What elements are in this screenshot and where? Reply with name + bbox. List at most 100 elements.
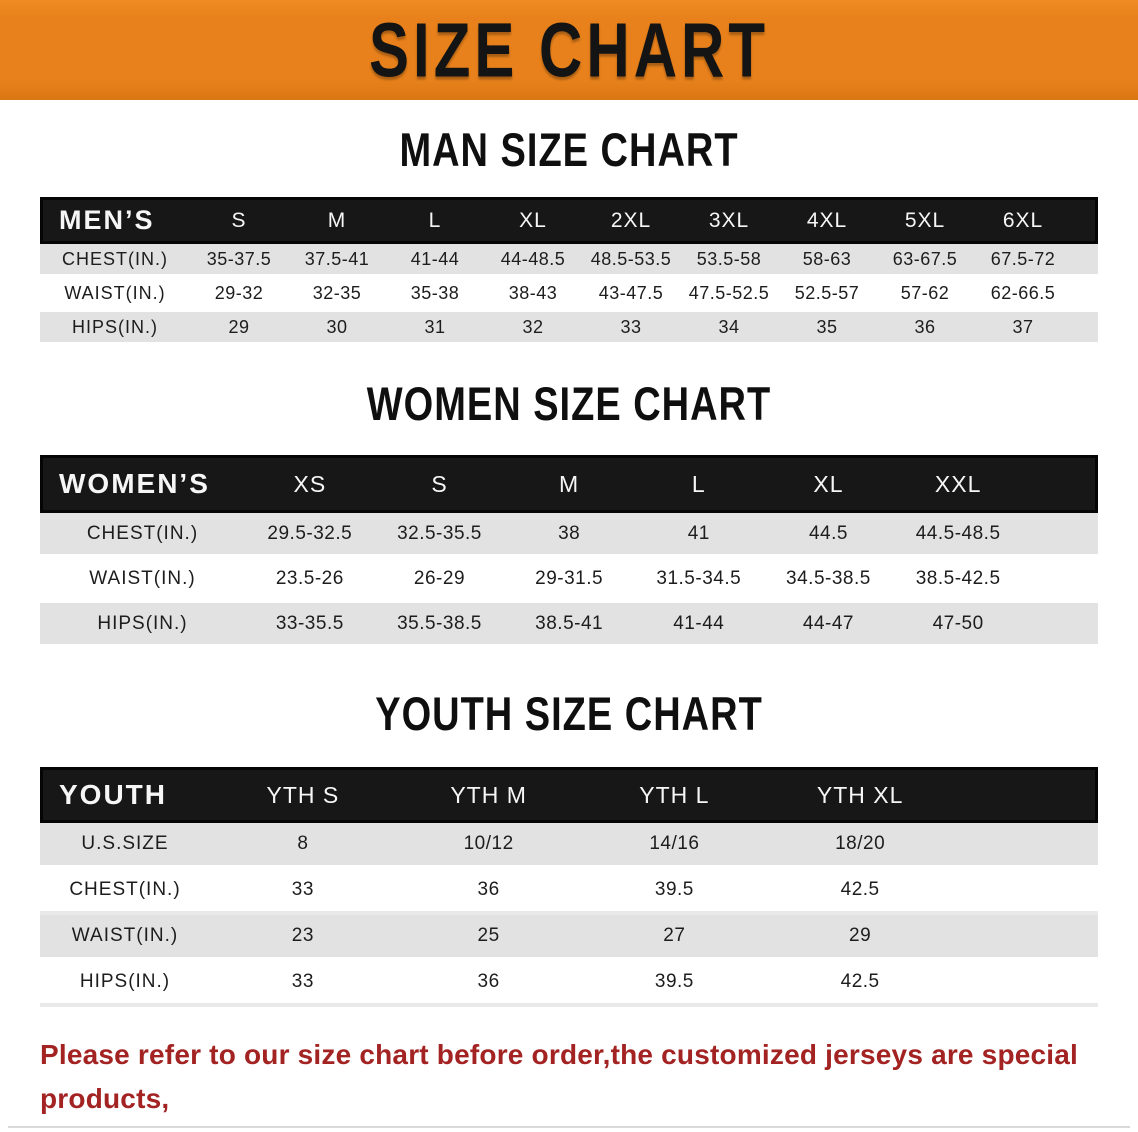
bottom-divider (8, 1126, 1130, 1128)
size-value-cell: 30 (288, 312, 386, 346)
size-value-cell: 47.5-52.5 (680, 278, 778, 312)
size-value-cell: 29 (767, 915, 953, 961)
size-value-cell: 29-32 (190, 278, 288, 312)
youth-section-heading: YOUTH SIZE CHART (375, 688, 763, 742)
size-value-cell: 29-31.5 (504, 558, 634, 603)
row-spacer-cell (1072, 244, 1098, 278)
youth-size-chart-section: YOUTH SIZE CHART YOUTH YTH S YTH M YTH L YTH… (0, 648, 1138, 1007)
size-value-cell: 35 (778, 312, 876, 346)
size-value-cell: 44.5-48.5 (893, 513, 1023, 558)
measurement-label: HIPS(IN.) (40, 603, 245, 648)
size-value-cell: 36 (876, 312, 974, 346)
size-value-cell: 32-35 (288, 278, 386, 312)
size-value-cell: 31 (386, 312, 484, 346)
size-column-header: 6XL (974, 197, 1072, 244)
size-column-header: 4XL (778, 197, 876, 244)
size-column-header: YTH L (581, 767, 768, 823)
size-column-header: S (374, 455, 505, 513)
size-value-cell: 14/16 (581, 823, 768, 869)
size-table-header-row: WOMEN’S XS S M L XL XXL (40, 455, 1098, 513)
size-column-header: L (386, 197, 484, 244)
size-value-cell: 33 (210, 961, 396, 1007)
size-value-cell: 23 (210, 915, 396, 961)
size-value-cell: 58-63 (778, 244, 876, 278)
size-value-cell: 33 (210, 869, 396, 915)
size-value-cell: 41-44 (633, 603, 764, 648)
banner: SIZE CHART (0, 0, 1138, 100)
size-table-header-row: MEN’S S M L XL 2XL 3XL 4XL 5XL 6XL (40, 197, 1098, 244)
size-value-cell: 36 (395, 869, 582, 915)
size-value-cell: 32.5-35.5 (374, 513, 505, 558)
measurement-row: HIPS(IN.) 29 30 31 32 33 34 35 36 37 (40, 312, 1098, 346)
size-value-cell: 18/20 (767, 823, 953, 869)
size-value-cell: 67.5-72 (974, 244, 1072, 278)
size-value-cell: 52.5-57 (778, 278, 876, 312)
size-column-header: 3XL (680, 197, 778, 244)
size-value-cell: 53.5-58 (680, 244, 778, 278)
measurement-row: HIPS(IN.) 33 36 39.5 42.5 (40, 961, 1098, 1007)
size-value-cell: 33 (582, 312, 680, 346)
size-value-cell: 47-50 (893, 603, 1023, 648)
table-category-label: YOUTH (40, 767, 210, 823)
row-spacer-cell (1023, 513, 1098, 558)
women-size-table-container: WOMEN’S XS S M L XL XXL CHEST(IN.) 29.5-32.5 32.5… (0, 455, 1138, 648)
size-value-cell: 34 (680, 312, 778, 346)
size-value-cell: 43-47.5 (582, 278, 680, 312)
size-value-cell: 39.5 (581, 961, 768, 1007)
size-column-header: S (190, 197, 288, 244)
size-column-header: XL (484, 197, 582, 244)
size-column-header: XXL (893, 455, 1023, 513)
footnote: Please refer to our size chart before or… (40, 1033, 1098, 1132)
header-spacer-cell (1072, 197, 1098, 244)
size-column-header: YTH M (395, 767, 582, 823)
row-spacer-cell (1072, 312, 1098, 346)
measurement-row: WAIST(IN.) 23 25 27 29 (40, 915, 1098, 961)
size-column-header: YTH XL (767, 767, 953, 823)
footnote-line-2: we don't accept cancel, change, teturn o… (40, 1121, 1098, 1132)
row-spacer-cell (953, 961, 1098, 1007)
measurement-row: CHEST(IN.) 33 36 39.5 42.5 (40, 869, 1098, 915)
banner-title: SIZE CHART (369, 7, 769, 93)
size-value-cell: 38-43 (484, 278, 582, 312)
size-column-header: XL (763, 455, 894, 513)
size-value-cell: 35-38 (386, 278, 484, 312)
size-value-cell: 10/12 (395, 823, 582, 869)
size-table: YOUTH YTH S YTH M YTH L YTH XL U.S.SIZE 8 10/12… (40, 767, 1098, 1007)
size-value-cell: 35-37.5 (190, 244, 288, 278)
size-value-cell: 42.5 (767, 869, 953, 915)
size-value-cell: 38.5-42.5 (893, 558, 1023, 603)
size-value-cell: 41-44 (386, 244, 484, 278)
size-value-cell: 34.5-38.5 (763, 558, 894, 603)
measurement-row: U.S.SIZE 8 10/12 14/16 18/20 (40, 823, 1098, 869)
measurement-row: WAIST(IN.) 29-32 32-35 35-38 38-43 43-47.5 47.… (40, 278, 1098, 312)
size-value-cell: 39.5 (581, 869, 768, 915)
header-spacer-cell (1023, 455, 1098, 513)
size-column-header: 5XL (876, 197, 974, 244)
size-value-cell: 44-48.5 (484, 244, 582, 278)
size-value-cell: 38.5-41 (504, 603, 634, 648)
size-value-cell: 57-62 (876, 278, 974, 312)
measurement-row: WAIST(IN.) 23.5-26 26-29 29-31.5 31.5-34.5 34… (40, 558, 1098, 603)
measurement-label: HIPS(IN.) (40, 312, 190, 346)
men-size-chart-section: MAN SIZE CHART MEN’S S M L XL 2XL 3XL 4XL 5XL 6XL… (0, 100, 1138, 346)
women-section-heading: WOMEN SIZE CHART (366, 378, 772, 432)
measurement-label: CHEST(IN.) (40, 513, 245, 558)
footnote-line-1: Please refer to our size chart before or… (40, 1039, 1079, 1114)
size-table: MEN’S S M L XL 2XL 3XL 4XL 5XL 6XL CHEST(IN.) 35-37… (40, 197, 1098, 346)
size-value-cell: 37.5-41 (288, 244, 386, 278)
size-column-header: XS (245, 455, 375, 513)
size-value-cell: 29 (190, 312, 288, 346)
size-value-cell: 29.5-32.5 (245, 513, 375, 558)
measurement-label: U.S.SIZE (40, 823, 210, 869)
row-spacer-cell (953, 869, 1098, 915)
table-category-label: MEN’S (40, 197, 190, 244)
size-value-cell: 41 (633, 513, 764, 558)
measurement-label: CHEST(IN.) (40, 244, 190, 278)
size-value-cell: 62-66.5 (974, 278, 1072, 312)
men-size-table-container: MEN’S S M L XL 2XL 3XL 4XL 5XL 6XL CHEST(IN.) 35-37… (0, 197, 1138, 346)
men-section-heading: MAN SIZE CHART (399, 124, 739, 178)
size-column-header: 2XL (582, 197, 680, 244)
women-size-chart-section: WOMEN SIZE CHART WOMEN’S XS S M L XL XXL CHEST(… (0, 346, 1138, 648)
size-value-cell: 25 (395, 915, 582, 961)
